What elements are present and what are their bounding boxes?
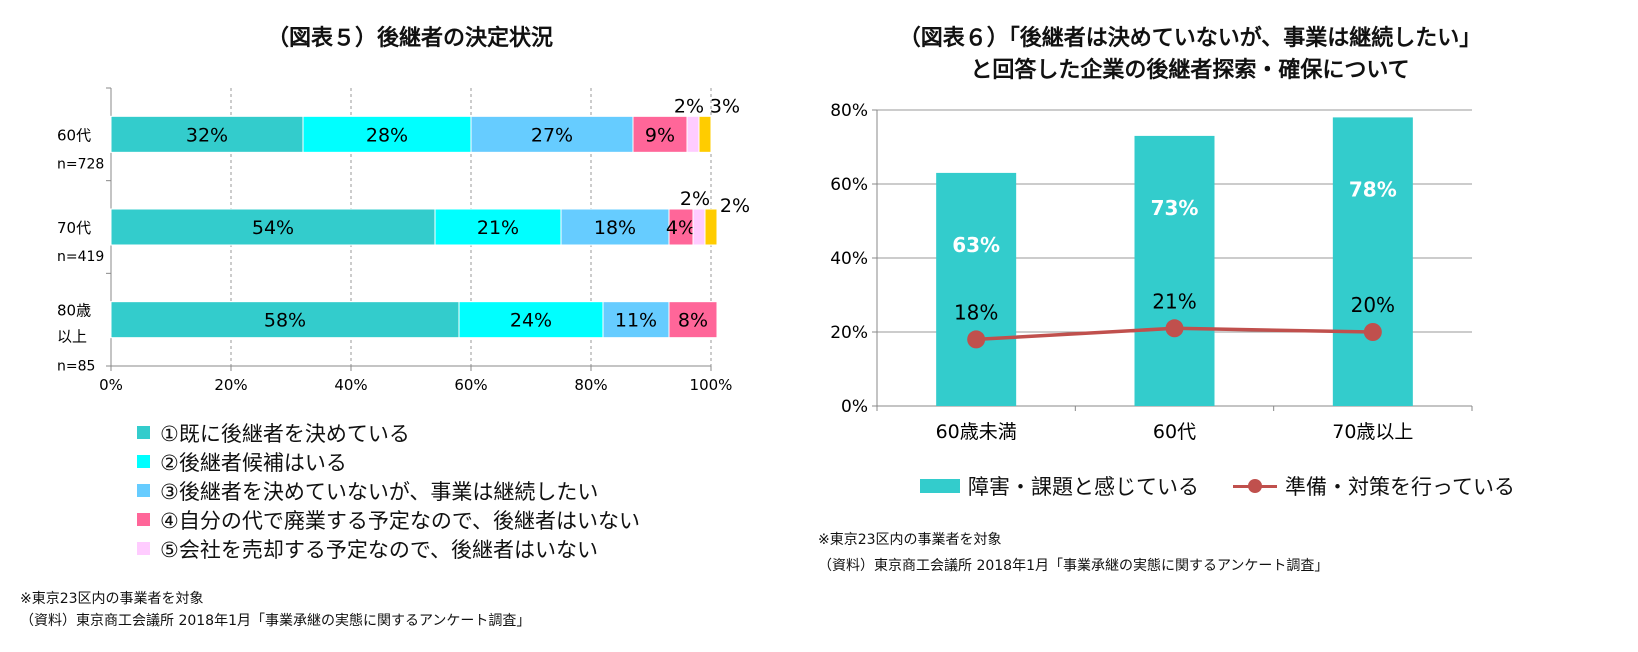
y-tick-label: 20% [830,323,868,343]
data-label: 54% [252,217,294,239]
line-data-label: 20% [1351,293,1395,317]
data-label: 2% [720,195,750,217]
bar [1134,135,1215,406]
bar-segment [602,301,670,339]
legend-label: ⑤会社を売却する予定なので、後継者はいない [160,537,598,562]
legend-label: ②後継者候補はいる [160,450,347,475]
sample-size-label: n=419 [57,249,104,265]
line-data-label: 18% [954,300,998,324]
legend-bar-swatch [920,479,960,493]
legend-swatch [137,484,150,497]
bar-segment [458,301,604,339]
left-chart-title: （図表５）後継者の決定状況 [266,26,553,51]
x-tick-label: 40% [334,376,367,394]
stacked-bar-chart: 0% 20% 40% 60% 80% 100% 60代 n=728 32% 28% 27% 9% 2% 3… [57,87,750,394]
y-tick-label: 40% [830,249,868,269]
x-tick-label: 60歳未満 [936,421,1017,443]
legend-label: ①既に後継者を決めている [160,421,410,446]
data-label: 21% [477,217,519,239]
category-label: 以上 [57,328,87,346]
data-label: 9% [645,124,675,146]
right-chart-title-line2: と回答した企業の後継者探索・確保について [970,58,1410,83]
line-point [1165,319,1184,338]
legend-bar-label: 障害・課題と感じている [968,475,1199,499]
sample-size-label: n=728 [57,156,104,172]
legend-swatch [137,513,150,526]
bar-segment [686,115,700,153]
data-label: 2% [680,188,710,210]
bar-segment [692,208,706,246]
legend-item: ①既に後継者を決めている [137,418,640,447]
right-legend: 障害・課題と感じている 準備・対策を行っている [920,471,1515,501]
bar-segment [704,208,718,246]
legend-item: ③後継者を決めていないが、事業は継続したい [137,476,640,505]
bar-segment [110,208,436,246]
legend-swatch [137,426,150,439]
bar-segment [668,301,718,339]
data-label: 18% [594,217,636,239]
bar-segment [632,115,688,153]
right-chart-panel: （図表６）「後継者は決めていないが、事業は継続したい」 と回答した企業の後継者探… [818,0,1638,652]
left-note-source: （資料）東京商工会議所 2018年1月「事業承継の実態に関するアンケート調査」 [20,613,531,629]
right-chart-title-line1: （図表６）「後継者は決めていないが、事業は継続したい」 [898,26,1482,51]
category-label: 70代 [57,219,91,237]
left-legend: ①既に後継者を決めている ②後継者候補はいる ③後継者を決めていないが、事業は継続し… [137,418,640,563]
bar-segment [110,301,460,339]
combo-bar-line-chart: 0% 20% 40% 60% 80% 63% 60歳未満 73% 60代 78% 70歳以上 18% 2… [830,101,1473,443]
bar-segment [698,115,712,153]
bar-segment [560,208,670,246]
x-tick-label: 20% [214,376,247,394]
legend-line-swatch [1233,479,1277,493]
data-label: 11% [615,310,657,332]
legend-swatch [137,542,150,555]
line-point [1363,323,1382,341]
legend-item: ⑤会社を売却する予定なので、後継者はいない [137,534,640,563]
legend-swatch [137,455,150,468]
data-label: 4% [666,217,696,239]
data-label: 32% [186,124,228,146]
legend-label: ④自分の代で廃業する予定なので、後継者はいない [160,508,640,533]
left-note-target: ※東京23区内の事業者を対象 [20,591,204,607]
bar [1332,117,1413,407]
data-label: 24% [510,310,552,332]
bar-data-label: 73% [1151,196,1199,220]
right-note-target: ※東京23区内の事業者を対象 [818,532,1002,548]
bar-segment [434,208,562,246]
x-tick-label: 70歳以上 [1332,421,1413,443]
category-label: 60代 [57,126,91,144]
y-tick-label: 60% [830,175,868,195]
data-label: 58% [264,310,306,332]
y-tick-label: 80% [830,101,868,121]
legend-label: ③後継者を決めていないが、事業は継続したい [160,479,599,504]
data-label: 3% [710,95,740,117]
data-label: 28% [366,124,408,146]
bar [936,172,1017,406]
y-tick-label: 0% [841,397,868,417]
legend-item: ②後継者候補はいる [137,447,640,476]
legend-line-label: 準備・対策を行っている [1285,475,1515,499]
line-point [967,330,986,349]
sample-size-label: n=85 [57,359,95,375]
x-tick-label: 60代 [1153,421,1196,443]
legend-item: ④自分の代で廃業する予定なので、後継者はいない [137,505,640,534]
x-tick-label: 80% [574,376,607,394]
left-chart-panel: （図表５）後継者の決定状況 0% 20% 40% 60% 80% 100% 60代 n=728… [0,0,800,652]
data-label: 2% [674,95,704,117]
bar-data-label: 78% [1349,177,1397,201]
data-label: 8% [678,310,708,332]
data-label: 27% [531,124,573,146]
x-tick-label: 100% [690,376,733,394]
bar-data-label: 63% [952,233,1000,257]
right-note-source: （資料）東京商工会議所 2018年1月「事業承継の実態に関するアンケート調査」 [818,558,1329,574]
category-label: 80歳 [57,302,91,320]
line-data-label: 21% [1152,289,1196,313]
x-tick-label: 60% [454,376,487,394]
x-tick-label: 0% [99,376,123,394]
